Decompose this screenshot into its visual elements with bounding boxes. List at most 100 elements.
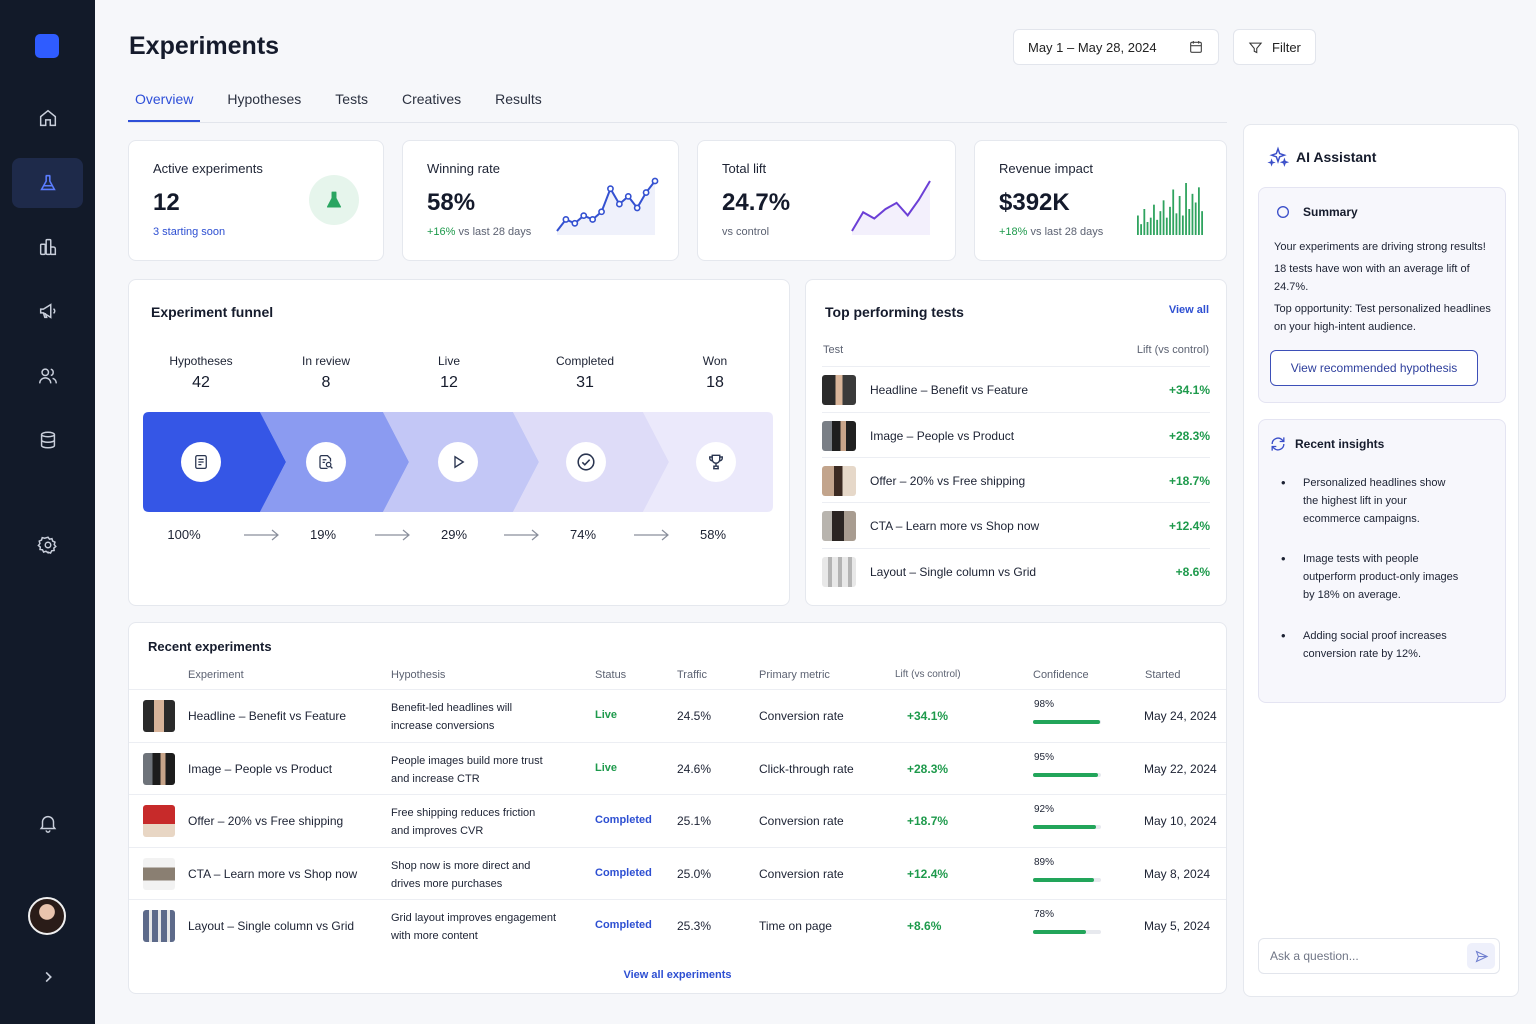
circle-icon — [1277, 206, 1289, 218]
test-thumbnail — [822, 510, 856, 541]
hypothesis-line: and increase CTR — [391, 772, 480, 785]
experiments-nav-button[interactable] — [12, 158, 83, 208]
test-name: Headline – Benefit vs Feature — [870, 382, 1029, 397]
total-lift-area — [852, 181, 930, 235]
table-row[interactable]: Layout – Single column vs Grid Grid layou… — [129, 899, 1226, 952]
kpi-value: 58% — [427, 189, 476, 216]
winning-rate-point — [624, 192, 632, 200]
revenue-bar — [1149, 217, 1152, 235]
tab-results[interactable]: Results — [495, 91, 542, 107]
stage-count: 12 — [440, 374, 458, 391]
audiences-nav-button[interactable] — [12, 351, 83, 401]
kpi-total-lift[interactable]: Total lift 24.7% vs control — [697, 140, 956, 261]
table-row[interactable]: CTA – Learn more vs Shop now Shop now is … — [129, 846, 1226, 900]
filter-icon — [1248, 42, 1263, 53]
ask-question-input[interactable]: Ask a question... — [1258, 938, 1500, 974]
revenue-bar — [1146, 222, 1149, 235]
revenue-bar — [1181, 215, 1184, 235]
list-item[interactable]: Headline – Benefit vs Feature +34.1% — [822, 366, 1210, 412]
revenue-bar — [1172, 189, 1175, 235]
column-header: Traffic — [677, 669, 707, 681]
test-lift: +34.1% — [1168, 382, 1210, 397]
tab-overview[interactable]: Overview — [128, 80, 201, 122]
date-range-picker[interactable]: May 1 – May 28, 2024 — [1013, 29, 1219, 65]
confidence-pct: 89% — [1034, 856, 1055, 868]
lift-value: +34.1% — [907, 709, 949, 723]
filter-button[interactable]: Filter — [1233, 29, 1316, 65]
status-badge: Live — [595, 761, 618, 774]
table-row[interactable]: Headline – Benefit vs Feature Benefit-led… — [129, 689, 1226, 742]
experiment-name: CTA – Learn more vs Shop now — [188, 866, 358, 881]
revenue-bar — [1140, 224, 1143, 235]
app-logo[interactable] — [35, 34, 59, 58]
avatar[interactable] — [28, 897, 66, 935]
funnel-pct: 74% — [569, 527, 597, 542]
table-row[interactable]: Image – People vs Product People images b… — [129, 741, 1226, 795]
analytics-nav-button[interactable] — [12, 222, 83, 272]
confidence-bar — [1033, 930, 1101, 934]
date-range-label: May 1 – May 28, 2024 — [1028, 39, 1157, 55]
kpi-revenue-impact[interactable]: Revenue impact $392K +18% vs last 28 day… — [974, 140, 1227, 261]
funnel-stage-hypotheses: Hypotheses 42 — [146, 354, 256, 392]
view-all-experiments-link[interactable]: View all experiments — [129, 969, 1226, 981]
experiment-hypothesis: Grid layout improves engagement with more… — [391, 909, 571, 945]
list-item[interactable]: CTA – Learn more vs Shop now +12.4% — [822, 502, 1210, 548]
traffic-value: 24.5% — [677, 709, 712, 723]
home-nav-button[interactable] — [12, 93, 83, 143]
revenue-bar-sparkline — [1137, 183, 1203, 235]
stage-label: Hypotheses — [169, 354, 233, 368]
list-item[interactable]: Image – People vs Product +28.3% — [822, 412, 1210, 458]
sidebar — [0, 0, 95, 1024]
view-all-link[interactable]: View all — [1168, 304, 1209, 316]
document-search-icon — [319, 454, 333, 470]
tab-creatives[interactable]: Creatives — [401, 91, 462, 107]
list-item[interactable]: Layout – Single column vs Grid +8.6% — [822, 548, 1210, 594]
lift-value: +8.6% — [907, 919, 942, 933]
notifications-nav-button[interactable] — [12, 798, 83, 848]
tab-hypotheses[interactable]: Hypotheses — [227, 91, 302, 107]
winning-rate-point — [598, 208, 605, 216]
expand-sidebar-button[interactable] — [12, 952, 83, 1002]
view-all-experiments-label[interactable]: View all experiments — [623, 969, 732, 981]
stage-label: In review — [301, 354, 351, 368]
funnel-stage-completed: Completed 31 — [530, 354, 640, 392]
campaigns-nav-button[interactable] — [12, 286, 83, 336]
winning-rate-point — [607, 185, 614, 193]
started-date: May 10, 2024 — [1144, 814, 1217, 828]
table-row[interactable]: Offer – 20% vs Free shipping Free shippin… — [129, 794, 1226, 847]
primary-metric: Conversion rate — [759, 814, 844, 828]
confidence-bar — [1033, 877, 1101, 882]
experiment-hypothesis: Benefit-led headlines will increase conve… — [391, 699, 571, 735]
winning-rate-sparkline — [556, 177, 659, 235]
traffic-value: 24.6% — [677, 761, 712, 776]
flask-badge — [309, 175, 359, 225]
list-item[interactable]: Offer – 20% vs Free shipping +18.7% — [822, 457, 1210, 503]
settings-nav-button[interactable] — [12, 520, 83, 570]
funnel-stage-live: Live 12 — [394, 354, 504, 392]
status-badge: Completed — [595, 919, 652, 931]
kpi-winning-rate[interactable]: Winning rate 58% +16% vs last 28 days — [402, 140, 679, 261]
hypothesis-line: People images build more trust — [391, 754, 543, 767]
kpi-active-experiments[interactable]: Active experiments 12 3 starting soon — [128, 140, 384, 261]
chart-icon — [39, 238, 56, 256]
trophy-icon — [709, 454, 723, 470]
kpi-sub-text: vs last 28 days — [1027, 226, 1104, 238]
arrow-right-icon — [634, 529, 669, 541]
view-recommended-hypothesis-button[interactable]: View recommended hypothesis — [1270, 350, 1478, 386]
stage-label: Won — [702, 354, 728, 368]
column-header: Confidence — [1033, 669, 1089, 681]
data-nav-button[interactable] — [12, 415, 83, 465]
arrow-right-icon — [244, 529, 279, 541]
summary-text: 18 tests have won with an average lift o… — [1274, 263, 1470, 293]
confidence-pct: 95% — [1034, 751, 1055, 763]
funnel-icon-completed — [566, 442, 606, 482]
check-circle-icon — [577, 453, 595, 471]
column-header: Started — [1145, 669, 1181, 681]
revenue-bar — [1188, 209, 1191, 235]
experiment-hypothesis: People images build more trust and increa… — [391, 752, 571, 788]
stage-label: Live — [437, 354, 460, 368]
send-button[interactable] — [1467, 943, 1495, 969]
tab-tests[interactable]: Tests — [335, 91, 368, 107]
primary-metric: Conversion rate — [759, 709, 844, 723]
confidence-bar — [1033, 825, 1101, 829]
